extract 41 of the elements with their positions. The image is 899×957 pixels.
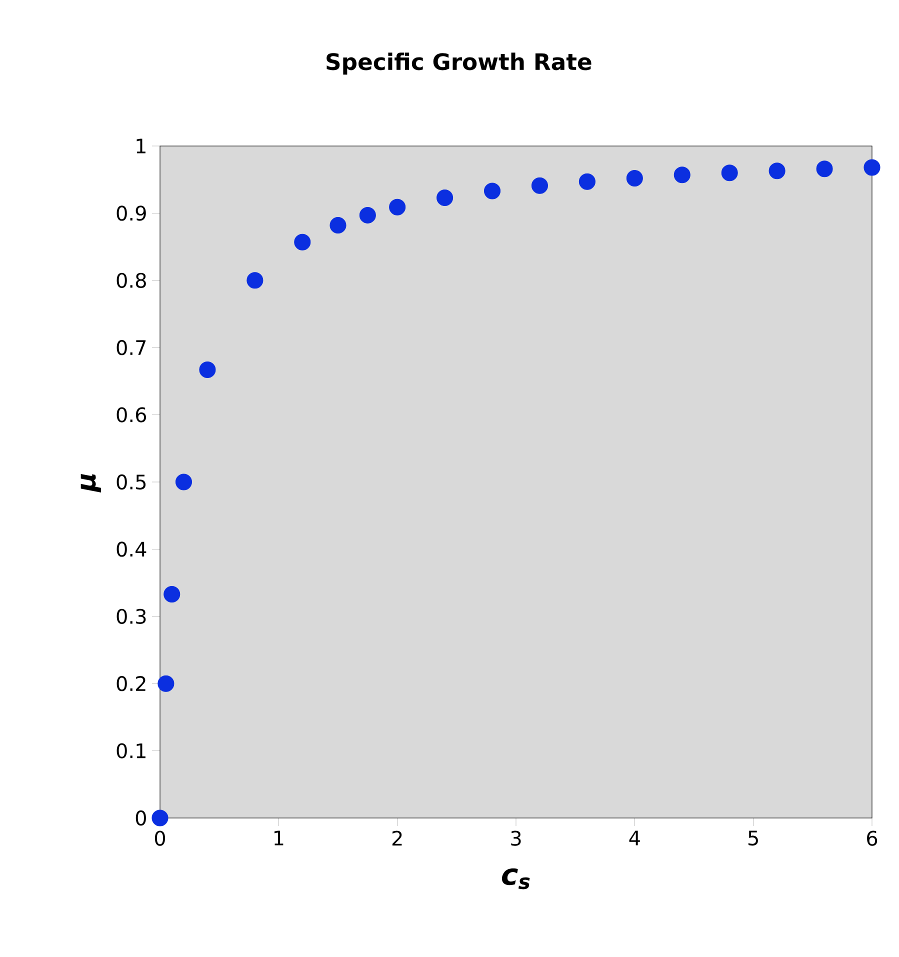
x-tick-label: 0 <box>154 830 166 846</box>
point <box>484 182 501 200</box>
point <box>674 166 690 184</box>
point <box>330 217 346 234</box>
x-axis-title: c$_{s}$ <box>502 868 530 890</box>
point <box>199 362 216 378</box>
point <box>152 810 168 826</box>
y-axis-title: μ <box>80 474 101 493</box>
y-tick-label: 0.8 <box>116 272 146 288</box>
x-tick-label: 2 <box>392 830 402 846</box>
point <box>158 675 174 692</box>
point <box>578 173 596 190</box>
y-tick-label: 0.3 <box>116 608 146 624</box>
point <box>246 272 264 289</box>
point <box>768 162 786 180</box>
y-tick-label: 0.9 <box>116 206 146 221</box>
y-tick-label: 0.6 <box>116 407 146 422</box>
x-tick-label: 3 <box>511 830 521 846</box>
point <box>436 189 454 206</box>
point <box>816 160 833 178</box>
point <box>864 159 880 176</box>
point <box>294 234 311 250</box>
y-tick-label: 0.7 <box>116 340 146 356</box>
y-tick-label: 0.4 <box>116 542 146 557</box>
y-tick-label: 0 <box>136 810 146 826</box>
y-tick-label: 0.1 <box>116 743 146 758</box>
point <box>164 586 180 602</box>
point <box>531 177 548 194</box>
y-tick-label: 1 <box>136 138 146 154</box>
point <box>626 170 643 187</box>
chart-title: Specific Growth Rate <box>326 52 592 75</box>
y-tick-label: 0.2 <box>116 676 146 692</box>
y-tick-label: 0.5 <box>116 474 146 490</box>
x-tick-label: 6 <box>867 830 878 846</box>
point <box>389 198 406 216</box>
point <box>359 206 376 224</box>
point <box>175 474 192 490</box>
x-tick-label: 5 <box>748 830 758 846</box>
point <box>721 164 738 182</box>
x-tick-label: 4 <box>629 830 640 846</box>
x-tick-label: 1 <box>274 830 284 846</box>
